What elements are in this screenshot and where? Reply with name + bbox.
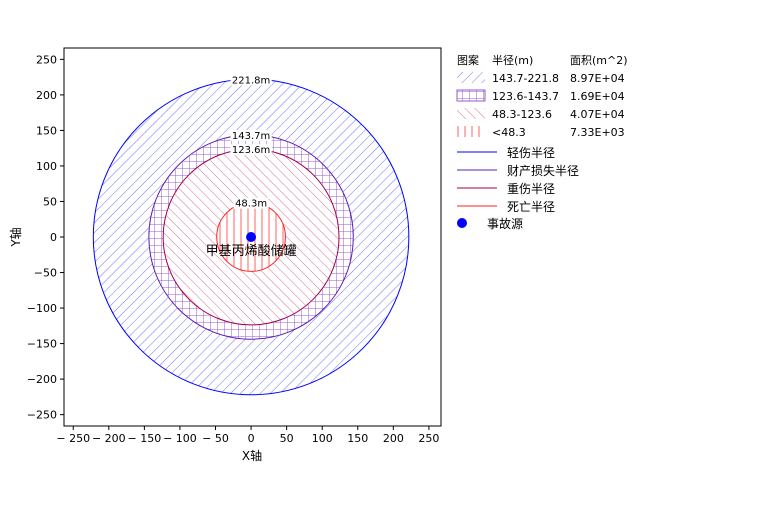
legend-range: 143.7-221.8	[492, 72, 559, 85]
x-tick-label: 100	[312, 432, 333, 445]
radius-label: 48.3m	[235, 199, 267, 210]
y-tick-label: 100	[36, 160, 57, 173]
x-tick-label: − 50	[202, 432, 229, 445]
legend-source-marker	[457, 218, 467, 228]
legend-area: 8.97E+04	[570, 72, 625, 85]
source-label: 甲基丙烯酸储罐	[206, 244, 297, 259]
y-tick-label: −100	[27, 302, 57, 315]
x-tick-label: 200	[383, 432, 404, 445]
legend-line-label: 轻伤半径	[507, 146, 555, 160]
y-tick-label: 150	[36, 124, 57, 137]
legend-header: 半径(m)	[492, 53, 533, 67]
legend-line-label: 重伤半径	[507, 182, 555, 196]
legend: 图案 半径(m) 面积(m^2) 143.7-221.8 8.97E+04 123.6-1…	[456, 53, 628, 231]
x-tick-label: 50	[280, 432, 294, 445]
y-tick-label: −50	[34, 267, 57, 280]
y-tick-label: 250	[36, 53, 57, 66]
legend-range: 48.3-123.6	[492, 108, 552, 121]
x-tick-label: 150	[347, 432, 368, 445]
y-tick-label: −250	[27, 409, 57, 422]
y-tick-label: 50	[43, 195, 57, 208]
x-tick-label: − 200	[92, 432, 126, 445]
x-tick-label: − 250	[56, 432, 90, 445]
x-tick-label: − 100	[163, 432, 197, 445]
y-tick-label: 0	[50, 231, 57, 244]
radius-label: 221.8m	[232, 75, 270, 86]
legend-line-label: 死亡半径	[507, 200, 555, 214]
y-axis-label: Y轴	[8, 227, 23, 247]
legend-area: 1.69E+04	[570, 90, 625, 103]
x-tick-label: − 150	[128, 432, 162, 445]
legend-area: 7.33E+03	[570, 126, 625, 139]
legend-swatch-vert	[457, 126, 485, 137]
legend-swatch-back	[457, 108, 485, 119]
y-tick-label: −200	[27, 373, 57, 386]
legend-swatch-grid	[456, 89, 486, 102]
legend-header: 面积(m^2)	[570, 54, 628, 67]
legend-area: 4.07E+04	[570, 108, 625, 121]
legend-swatch-diag	[457, 72, 485, 83]
legend-source-label: 事故源	[487, 216, 523, 231]
legend-header: 图案	[457, 53, 479, 67]
legend-range: 123.6-143.7	[492, 90, 559, 103]
legend-line-label: 财产损失半径	[507, 163, 579, 178]
accident-source-marker	[246, 232, 257, 242]
radius-label: 123.6m	[232, 145, 270, 156]
x-tick-label: 250	[418, 432, 439, 445]
y-tick-label: 200	[36, 89, 57, 102]
legend-range: <48.3	[492, 126, 526, 139]
radius-label: 143.7m	[232, 131, 270, 142]
x-axis-label: X轴	[242, 448, 262, 463]
y-tick-label: −150	[27, 338, 57, 351]
x-tick-label: 0	[248, 432, 255, 445]
